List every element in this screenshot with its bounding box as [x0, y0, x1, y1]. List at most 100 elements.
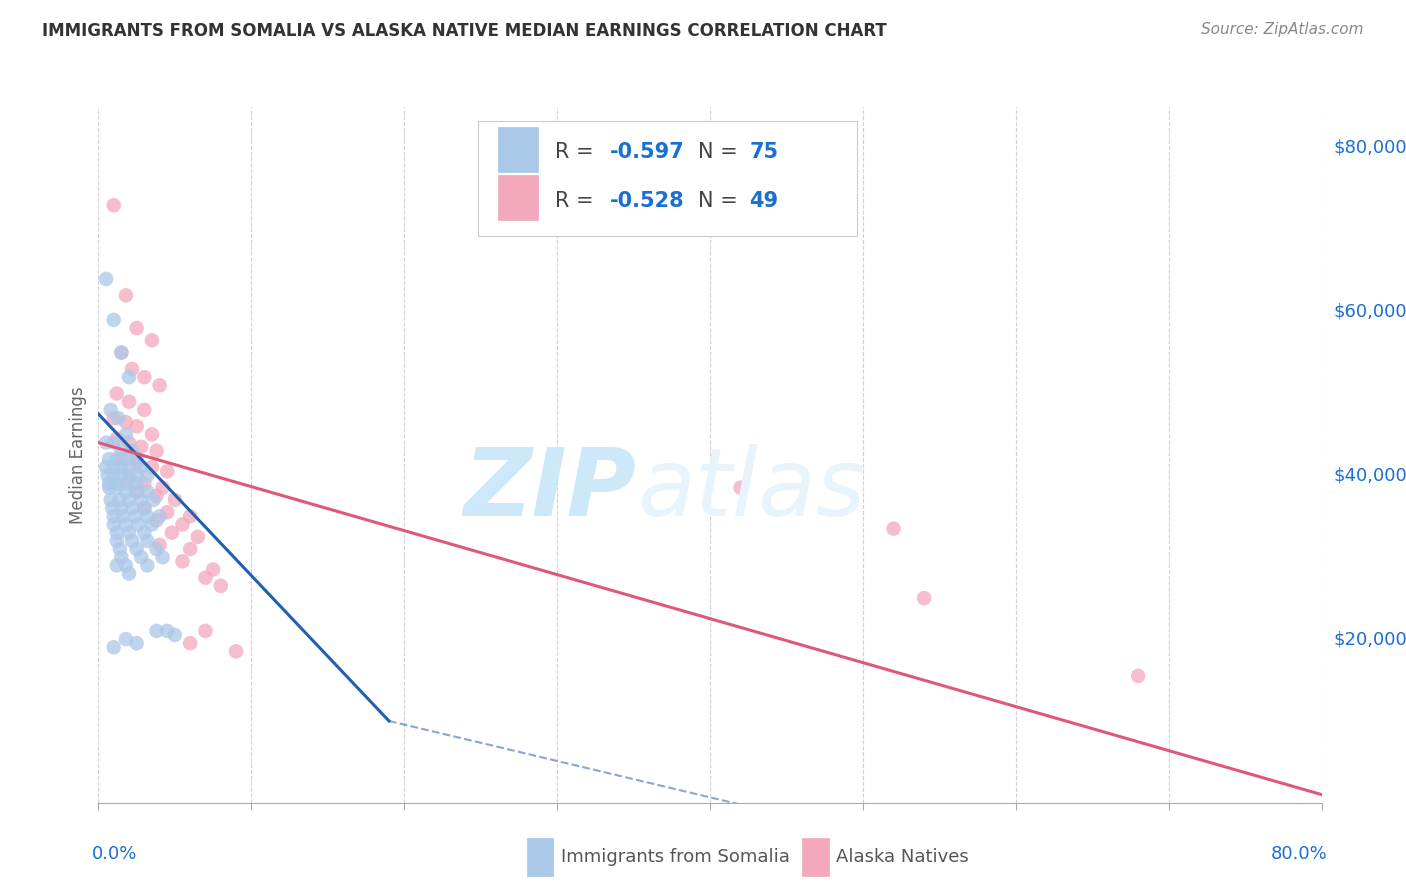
- Point: [125, 452, 148, 467]
- Point: [134, 370, 156, 384]
- Point: [125, 476, 148, 491]
- Point: [105, 386, 128, 401]
- Point: [115, 632, 138, 646]
- FancyBboxPatch shape: [478, 121, 856, 235]
- Text: R =: R =: [555, 142, 600, 162]
- Point: [730, 481, 752, 495]
- Point: [156, 464, 179, 478]
- Point: [145, 489, 167, 503]
- Point: [141, 517, 163, 532]
- Point: [97, 468, 120, 483]
- Point: [145, 513, 167, 527]
- Point: [125, 636, 148, 650]
- Point: [149, 378, 172, 392]
- Point: [121, 501, 143, 516]
- Point: [129, 492, 152, 507]
- Point: [125, 468, 148, 483]
- Point: [172, 517, 194, 532]
- Point: [141, 460, 163, 475]
- Point: [94, 460, 117, 475]
- Point: [105, 432, 128, 446]
- Point: [179, 509, 201, 524]
- Point: [194, 624, 217, 638]
- Point: [110, 452, 132, 467]
- Point: [125, 321, 148, 335]
- Point: [121, 533, 143, 548]
- Point: [134, 476, 156, 491]
- Point: [152, 550, 174, 565]
- Point: [103, 640, 125, 655]
- Point: [103, 313, 125, 327]
- FancyBboxPatch shape: [526, 838, 554, 876]
- Point: [110, 468, 132, 483]
- Point: [118, 525, 141, 540]
- Point: [134, 525, 156, 540]
- Point: [136, 468, 159, 483]
- Point: [141, 334, 163, 348]
- Point: [156, 624, 179, 638]
- Point: [115, 476, 138, 491]
- Point: [110, 443, 132, 458]
- Point: [883, 522, 905, 536]
- Point: [121, 362, 143, 376]
- Point: [103, 517, 125, 532]
- Point: [107, 411, 129, 425]
- Point: [127, 517, 149, 532]
- Point: [98, 481, 121, 495]
- Text: $20,000: $20,000: [1334, 630, 1406, 648]
- Point: [98, 452, 121, 467]
- Point: [110, 550, 132, 565]
- FancyBboxPatch shape: [498, 175, 537, 220]
- Point: [118, 492, 141, 507]
- Point: [149, 538, 172, 552]
- Text: N =: N =: [697, 191, 744, 211]
- Point: [136, 558, 159, 573]
- Point: [121, 443, 143, 458]
- Point: [145, 542, 167, 557]
- Text: IMMIGRANTS FROM SOMALIA VS ALASKA NATIVE MEDIAN EARNINGS CORRELATION CHART: IMMIGRANTS FROM SOMALIA VS ALASKA NATIVE…: [42, 22, 887, 40]
- Point: [115, 558, 138, 573]
- Point: [172, 554, 194, 568]
- Point: [142, 492, 165, 507]
- Point: [202, 562, 225, 576]
- Point: [118, 566, 141, 581]
- Point: [134, 403, 156, 417]
- Point: [98, 476, 121, 491]
- Point: [118, 473, 141, 487]
- Point: [134, 501, 156, 516]
- Point: [118, 370, 141, 384]
- Point: [145, 443, 167, 458]
- Point: [163, 628, 186, 642]
- Point: [125, 484, 148, 499]
- Point: [103, 198, 125, 212]
- Point: [105, 481, 128, 495]
- Text: $80,000: $80,000: [1334, 139, 1406, 157]
- Text: 80.0%: 80.0%: [1271, 845, 1327, 863]
- Point: [110, 345, 132, 359]
- Point: [179, 542, 201, 557]
- Point: [108, 542, 131, 557]
- Text: Immigrants from Somalia: Immigrants from Somalia: [561, 848, 790, 866]
- Point: [129, 440, 152, 454]
- Point: [115, 288, 138, 302]
- Point: [125, 419, 148, 434]
- Point: [111, 509, 134, 524]
- Point: [100, 492, 122, 507]
- Point: [160, 525, 183, 540]
- Point: [103, 435, 125, 450]
- Point: [145, 624, 167, 638]
- Point: [100, 403, 122, 417]
- Point: [94, 435, 117, 450]
- Point: [101, 501, 124, 516]
- Point: [125, 484, 148, 499]
- Point: [194, 571, 217, 585]
- Point: [110, 345, 132, 359]
- Point: [105, 558, 128, 573]
- Point: [108, 492, 131, 507]
- Point: [163, 492, 186, 507]
- Point: [103, 411, 125, 425]
- Text: $40,000: $40,000: [1334, 467, 1406, 484]
- Point: [1128, 669, 1150, 683]
- Point: [103, 509, 125, 524]
- Point: [152, 481, 174, 495]
